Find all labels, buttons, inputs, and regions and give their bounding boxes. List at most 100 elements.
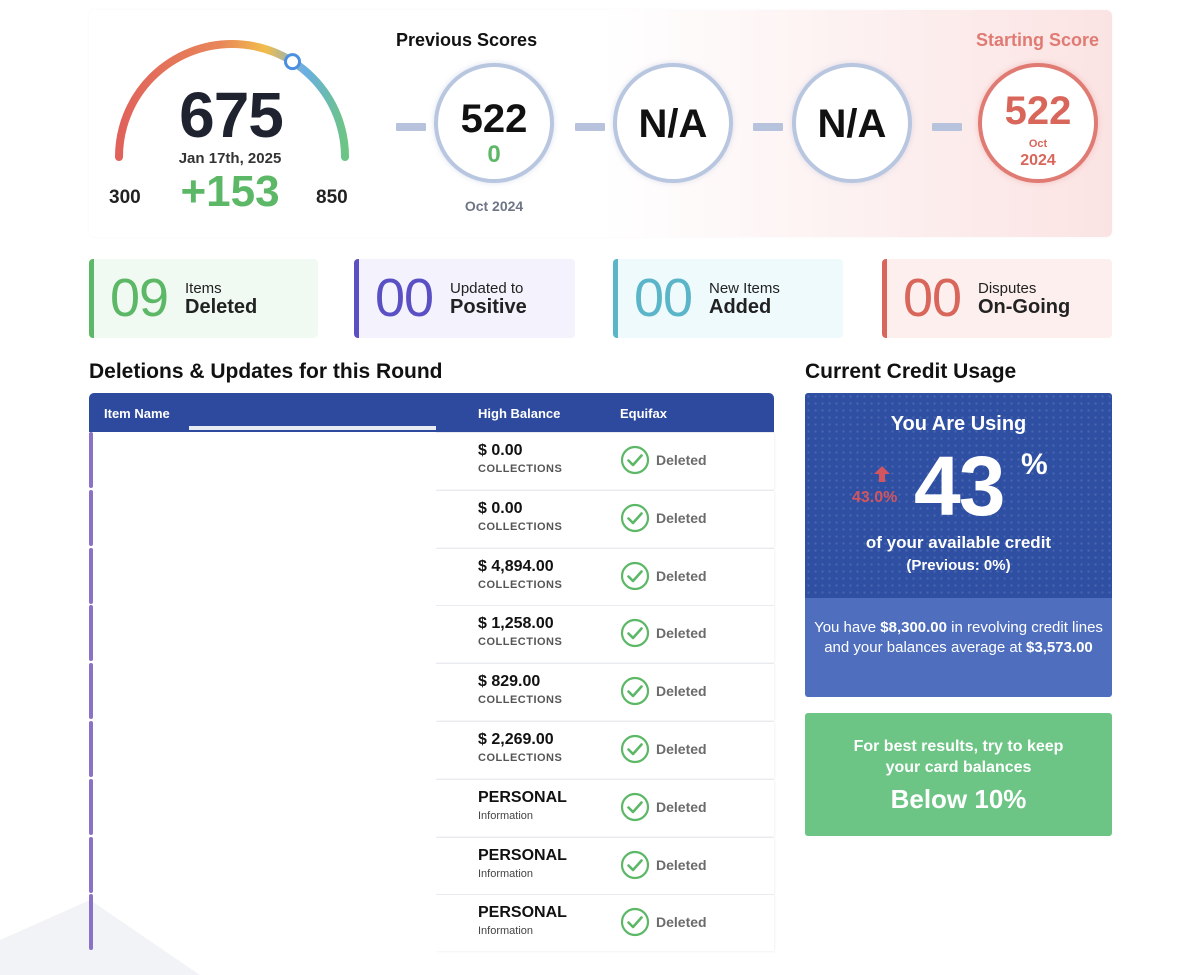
row-cell (436, 836, 774, 894)
table-row[interactable]: $ 0.00 COLLECTIONS Deleted (89, 489, 774, 547)
item-type: Information (478, 867, 534, 880)
item-type: COLLECTIONS (478, 463, 563, 475)
check-circle-icon (620, 619, 650, 648)
high-balance-value: PERSONAL (478, 846, 567, 864)
table-row[interactable]: $ 829.00 COLLECTIONS Deleted (89, 663, 774, 721)
row-cell (436, 432, 774, 489)
check-circle-icon (620, 908, 650, 937)
item-type: COLLECTIONS (478, 578, 563, 591)
stat-card-positive: 00 Updated to Positive (354, 259, 575, 338)
score-gauge: 675 Jan 17th, 2025 +153 300 850 (89, 10, 389, 237)
high-balance-value: $ 1,258.00 (478, 615, 554, 633)
tip-target: Below 10% (890, 784, 1027, 814)
connector (575, 123, 605, 131)
row-accent (89, 836, 93, 893)
usage-percent-sign: % (1021, 448, 1048, 481)
row-cell (436, 489, 774, 547)
check-circle-icon (620, 561, 650, 590)
credit-usage-summary: You have $8,300.00 in revolving credit l… (805, 598, 1112, 697)
arrow-up-icon (874, 466, 890, 482)
row-accent (89, 547, 93, 604)
previous-score-value: N/A (638, 102, 708, 146)
high-balance-value: $ 0.00 (478, 442, 523, 459)
item-type: COLLECTIONS (478, 694, 563, 707)
stat-label: New Items (709, 280, 780, 297)
score-panel: 675 Jan 17th, 2025 +153 300 850 Previous… (89, 10, 1112, 237)
stat-card-deleted: 09 Items Deleted (89, 259, 318, 338)
tip-card: For best results, try to keep your card … (805, 713, 1112, 836)
item-type: Information (478, 809, 534, 822)
stat-number: 00 (375, 268, 434, 328)
status-label: Deleted (656, 914, 707, 931)
row-cell (436, 547, 774, 605)
check-circle-icon (620, 677, 650, 706)
table-row[interactable]: $ 4,894.00 COLLECTIONS Deleted (89, 547, 774, 605)
revolving-amount: $8,300.00 (880, 619, 947, 636)
starting-score-title: Starting Score (975, 30, 1099, 50)
previous-score-date: Oct 2024 (464, 198, 524, 214)
item-type: COLLECTIONS (478, 520, 563, 533)
table-header: Item Name High Balance Equifax (89, 393, 774, 432)
stat-card-new-items: 00 New Items Added (613, 259, 843, 338)
stat-number: 09 (110, 268, 169, 328)
stat-label-bold: Positive (450, 296, 527, 318)
score-date: Jan 17th, 2025 (178, 150, 282, 167)
check-circle-icon (620, 734, 650, 764)
stat-label: Updated to (450, 280, 524, 297)
table-row[interactable]: PERSONAL Information Deleted (89, 778, 774, 836)
usage-percent: 43 (914, 439, 1005, 533)
stat-label-bold: Deleted (185, 296, 258, 318)
summary-text: in revolving credit lines and your balan… (824, 619, 1103, 656)
high-balance-value: $ 2,269.00 (478, 731, 554, 748)
status-label: Deleted (656, 683, 707, 700)
previous-score-circle: N/A (792, 63, 912, 183)
gauge-arc (115, 40, 349, 161)
row-cell (436, 894, 774, 952)
item-type: COLLECTIONS (478, 636, 563, 649)
previous-score-delta: 0 (487, 141, 501, 168)
deletions-title: Deletions & Updates for this Round (89, 360, 443, 383)
stat-label: Items (185, 280, 222, 297)
starting-score-value: 522 (1004, 89, 1072, 133)
row-accent (89, 778, 93, 835)
gauge-max-label: 850 (316, 187, 348, 208)
status-label: Deleted (656, 567, 707, 584)
score-change: +153 (180, 167, 280, 216)
column-header-high-balance[interactable]: High Balance (478, 406, 561, 421)
previous-score-value: 522 (460, 97, 528, 141)
usage-subtitle: of your available credit (865, 533, 1052, 552)
row-cell (436, 721, 774, 778)
status-label: Deleted (656, 798, 707, 815)
check-circle-icon (620, 445, 650, 475)
previous-scores-title: Previous Scores (396, 30, 538, 50)
row-cell (436, 778, 774, 836)
table-row[interactable]: $ 2,269.00 COLLECTIONS Deleted (89, 721, 774, 778)
row-cell (436, 605, 774, 663)
stat-card-disputes: 00 Disputes On-Going (882, 259, 1112, 338)
starting-score-year: 2024 (1020, 152, 1056, 169)
item-type: Information (478, 925, 534, 938)
connector (753, 123, 783, 131)
high-balance-value: $ 4,894.00 (478, 557, 554, 575)
summary-text: You have (814, 619, 877, 636)
header-underline (189, 426, 436, 430)
table-row[interactable]: $ 1,258.00 COLLECTIONS Deleted (89, 605, 774, 663)
gauge-min-label: 300 (109, 187, 141, 208)
column-header-equifax[interactable]: Equifax (620, 406, 667, 421)
row-accent (89, 605, 93, 662)
previous-score-circle: N/A (613, 63, 733, 183)
table-row[interactable]: PERSONAL Information Deleted (89, 836, 774, 894)
starting-score-circle: 522 Oct 2024 (978, 63, 1098, 183)
item-type: COLLECTIONS (478, 752, 563, 764)
high-balance-value: PERSONAL (478, 788, 567, 806)
gauge-marker (284, 53, 301, 71)
credit-usage-card: You Are Using 43.0% 43 % of your availab… (805, 393, 1112, 598)
status-label: Deleted (656, 741, 707, 757)
row-accent (89, 663, 93, 720)
dot-pattern (805, 393, 1112, 598)
table-row[interactable]: $ 0.00 COLLECTIONS Deleted (89, 432, 774, 489)
column-header-item-name[interactable]: Item Name (104, 406, 170, 421)
credit-usage-title: Current Credit Usage (805, 360, 1017, 383)
status-label: Deleted (656, 509, 707, 526)
table-row[interactable]: PERSONAL Information Deleted (89, 894, 774, 952)
